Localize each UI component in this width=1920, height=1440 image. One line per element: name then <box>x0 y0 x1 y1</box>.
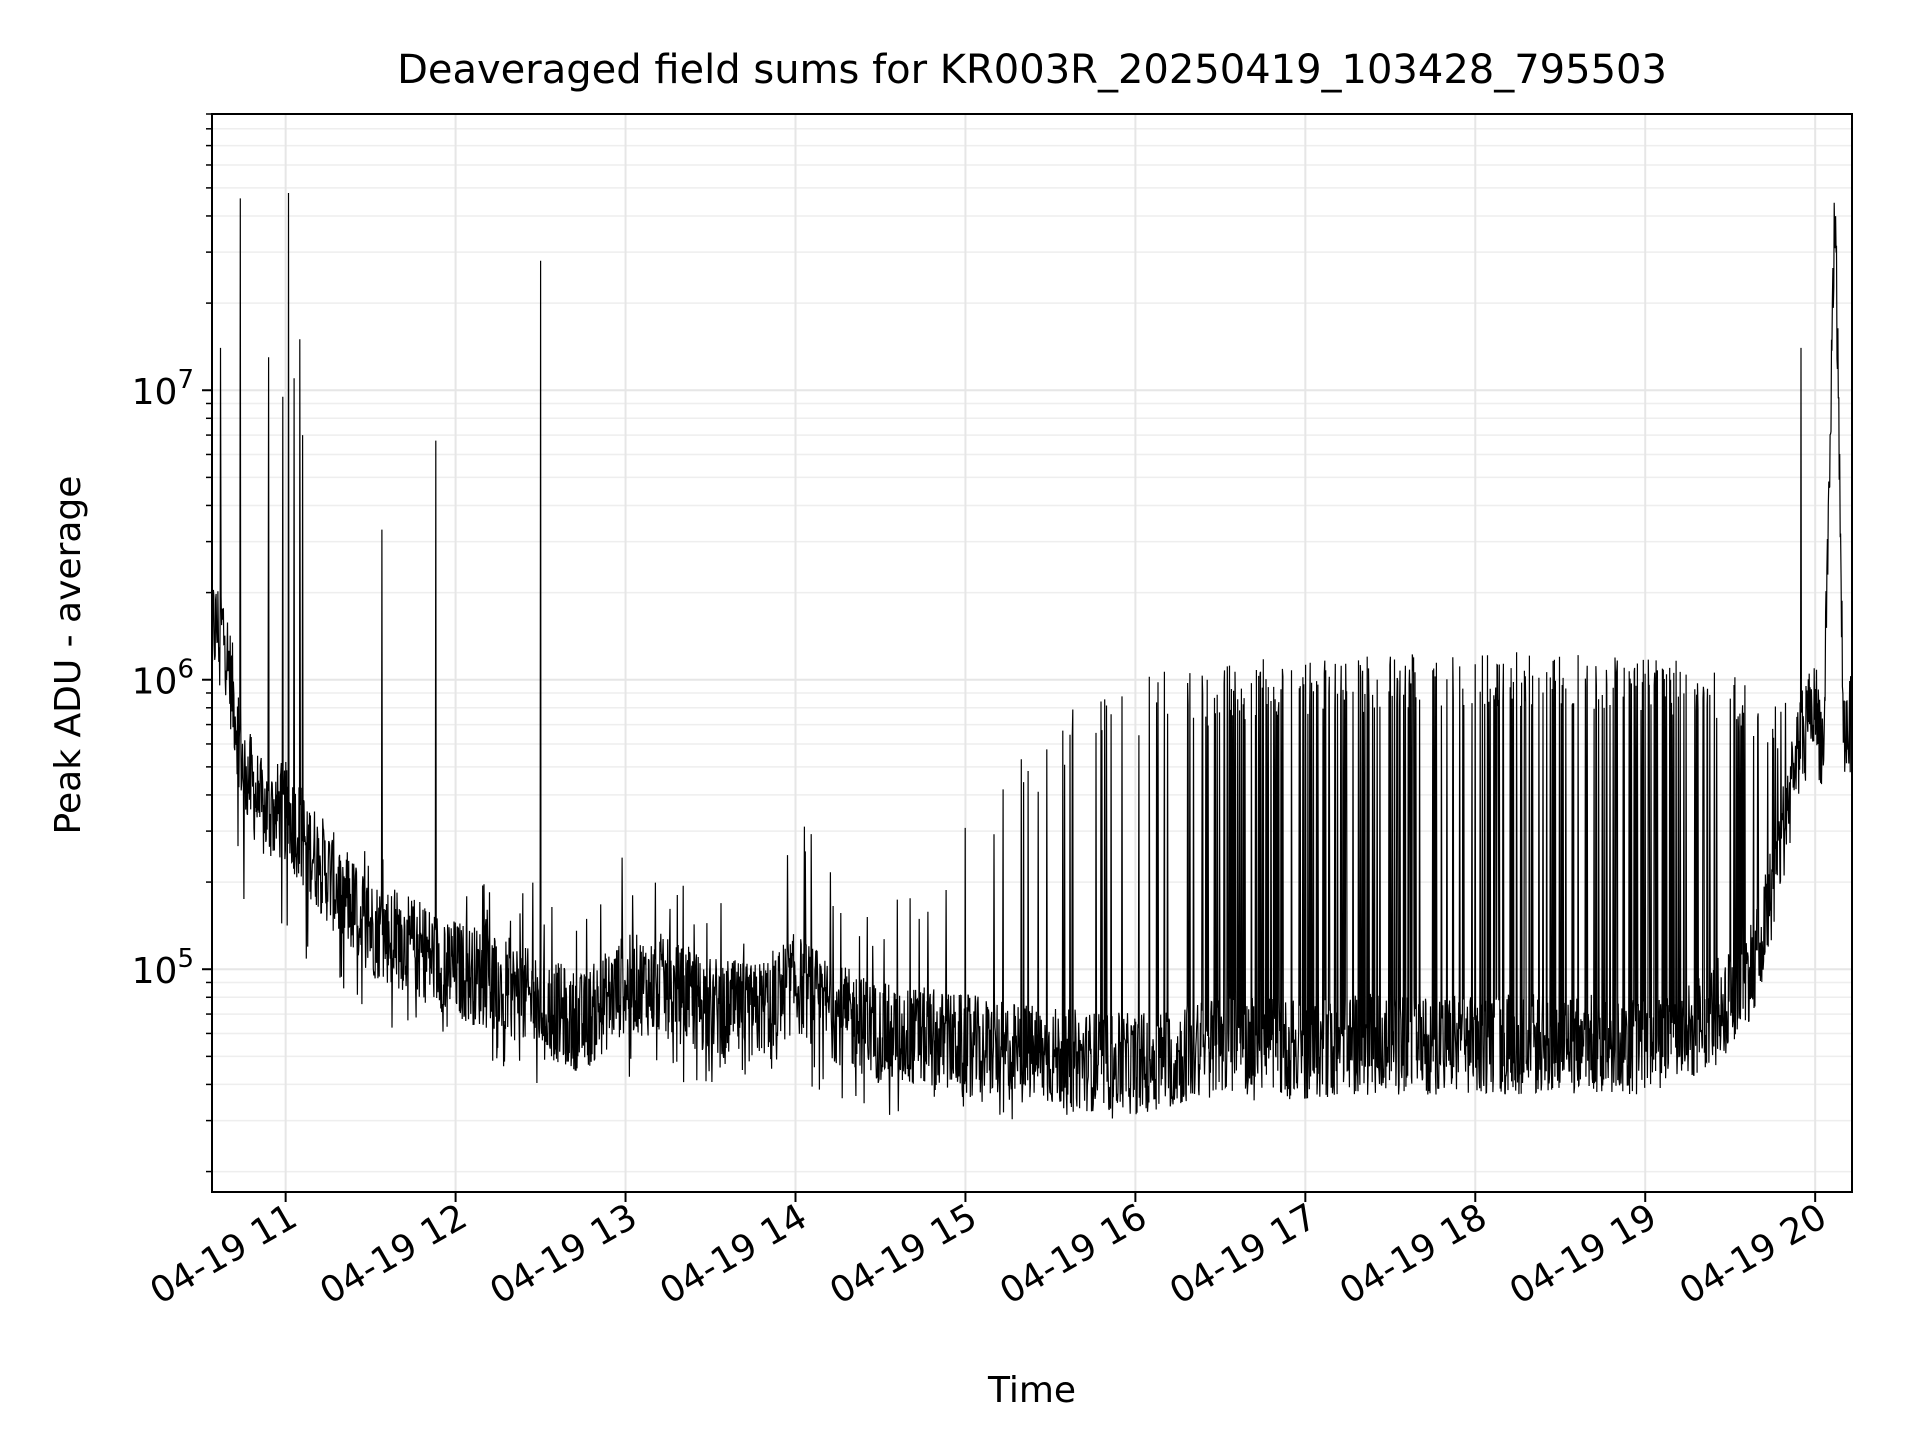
x-tick-label: 04-19 12 <box>313 1196 474 1312</box>
x-tick-label: 04-19 14 <box>653 1196 814 1312</box>
y-tick-label: 106 <box>132 655 194 703</box>
plot-frame <box>211 113 1853 1193</box>
x-tick-label: 04-19 18 <box>1333 1196 1494 1312</box>
x-tick-label: 04-19 11 <box>143 1196 304 1312</box>
x-tick-label: 04-19 15 <box>823 1196 984 1312</box>
series-line <box>211 192 1853 1120</box>
x-tick-label: 04-19 13 <box>483 1196 644 1312</box>
x-tick-label: 04-19 16 <box>993 1196 1154 1312</box>
y-axis: 105 106 107 <box>132 113 212 1173</box>
x-axis-label: Time <box>987 1370 1076 1411</box>
x-tick-label: 04-19 20 <box>1673 1196 1834 1312</box>
y-tick-label: 105 <box>132 944 194 992</box>
chart-title: Deaveraged field sums for KR003R_2025041… <box>397 47 1667 93</box>
x-tick-label: 04-19 19 <box>1503 1196 1664 1312</box>
x-tick-label: 04-19 17 <box>1163 1196 1324 1312</box>
x-axis: 04-19 11 04-19 12 04-19 13 04-19 14 04-19 15… <box>143 1192 1834 1313</box>
y-tick-label: 107 <box>132 365 194 413</box>
y-axis-label: Peak ADU - average <box>48 476 89 835</box>
